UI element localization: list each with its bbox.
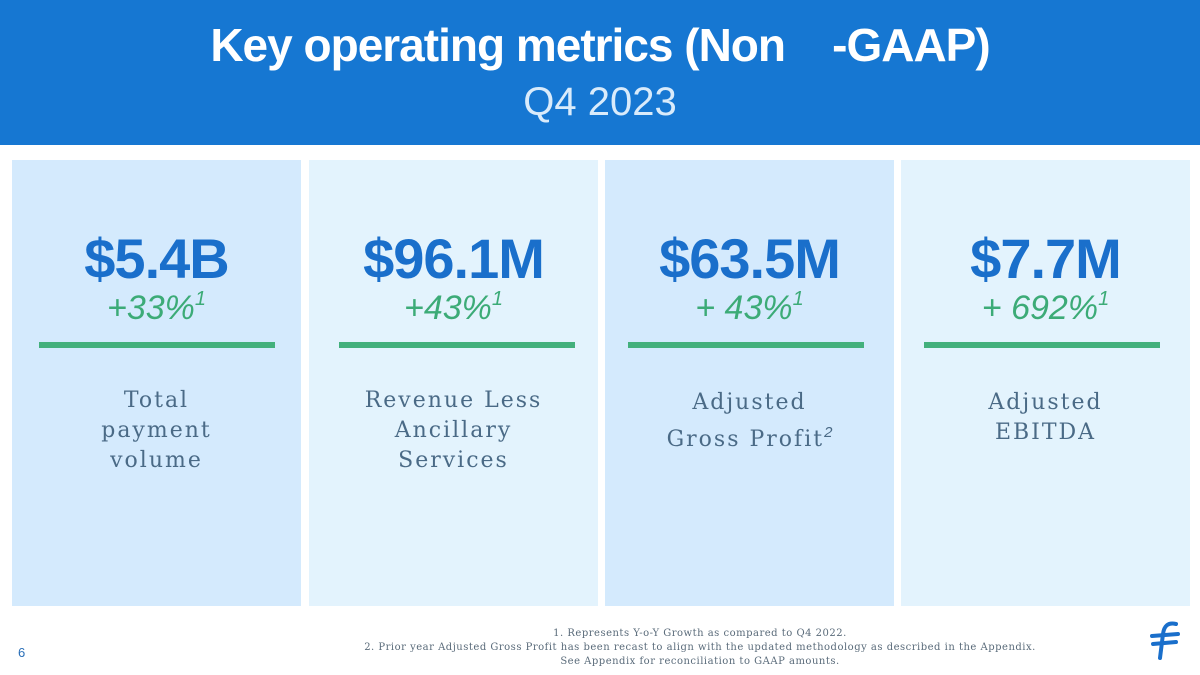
footnote: 2. Prior year Adjusted Gross Profit has … — [364, 642, 1036, 653]
divider-rule — [924, 342, 1160, 348]
metric-card-adjusted-gross-profit: $63.5M + 43%1 Adjusted Gross Profit2 — [605, 160, 894, 606]
metric-value: $5.4B — [84, 227, 229, 290]
footnote: 1. Represents Y-o-Y Growth as compared t… — [553, 628, 847, 639]
metric-card-total-payment-volume: $5.4B +33%1 Total payment volume — [12, 160, 301, 606]
metric-card-adjusted-ebitda: $7.7M + 692%1 Adjusted EBITDA — [901, 160, 1190, 606]
metric-label: Adjusted Gross Profit2 — [666, 390, 833, 452]
footnotes: 1. Represents Y-o-Y Growth as compared t… — [300, 627, 1100, 669]
metric-growth: +43%1 — [403, 288, 504, 327]
metric-growth: + 43%1 — [695, 288, 804, 327]
page-number: 6 — [18, 645, 26, 660]
metric-label: Adjusted EBITDA — [988, 390, 1103, 445]
metric-label: Total payment volume — [101, 388, 212, 473]
divider-rule — [628, 342, 864, 348]
flywire-logo-icon — [1150, 621, 1180, 660]
divider-rule — [39, 342, 275, 348]
metric-growth: +33%1 — [106, 288, 207, 327]
slide-subtitle: Q4 2023 — [523, 80, 677, 124]
metric-growth: + 692%1 — [981, 288, 1110, 327]
divider-rule — [339, 342, 575, 348]
slide-header: Key operating metrics (Non -GAAP) Q4 202… — [0, 0, 1200, 145]
metric-value: $63.5M — [659, 227, 841, 290]
footnote: See Appendix for reconciliation to GAAP … — [560, 656, 840, 667]
metric-card-revenue-less-ancillary: $96.1M +43%1 Revenue Less Ancillary Serv… — [309, 160, 598, 606]
metric-value: $96.1M — [363, 227, 545, 290]
metric-label: Revenue Less Ancillary Services — [364, 388, 543, 473]
slide-title: Key operating metrics (Non -GAAP) — [210, 19, 990, 71]
metric-value: $7.7M — [970, 227, 1122, 290]
